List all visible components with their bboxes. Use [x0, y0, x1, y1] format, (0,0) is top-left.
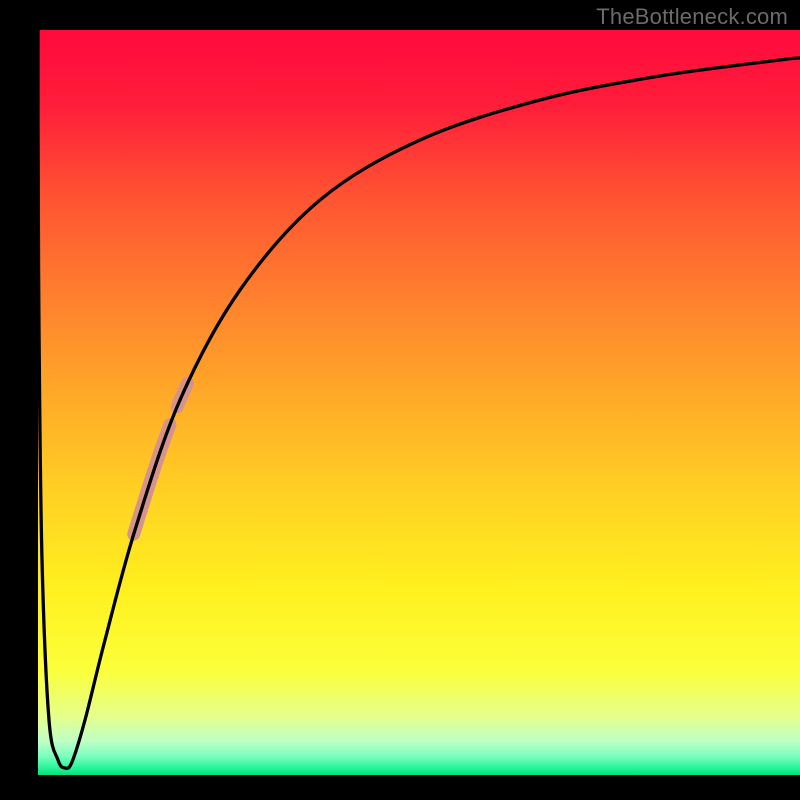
watermark-label: TheBottleneck.com — [596, 4, 788, 30]
chart-svg — [0, 0, 800, 800]
chart-root: TheBottleneck.com — [0, 0, 800, 800]
